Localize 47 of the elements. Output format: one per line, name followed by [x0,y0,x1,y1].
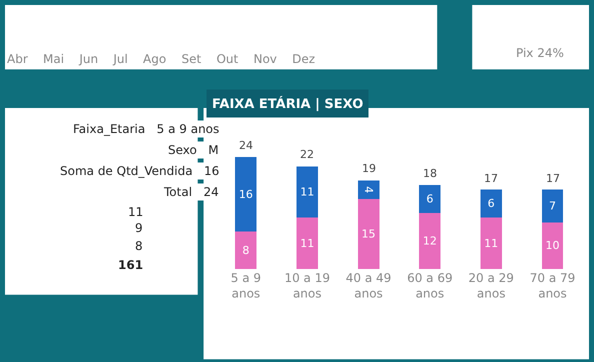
bar [542,222,564,270]
data-label: 10 [546,239,560,252]
data-label: 6 [426,192,434,206]
total-label: 18 [423,167,437,180]
bar [296,166,318,218]
data-label: 7 [549,200,556,213]
bar [542,190,564,222]
text: 9 [135,221,143,235]
bar [419,185,441,214]
bar [235,157,257,232]
chart-title: FAIXA ETÁRIA | SEXO [212,95,364,112]
annotation: Soma de Qtd_Vendida 16 [60,164,220,178]
data-label: 4 [362,186,376,194]
total-label: 17 [546,172,560,185]
x-tick-label: 20 a 29 anos [468,271,514,301]
total-label: 24 [239,139,253,152]
bar [480,190,502,218]
text: Pix 24% [516,46,564,60]
total-label: 22 [300,148,314,161]
total-label: 17 [484,172,498,185]
text: 8 [135,239,143,253]
x-tick-label: 5 a 9 anos [230,271,262,301]
data-label: 11 [300,186,314,199]
annotation: Total 24 [163,185,219,199]
data-label: 16 [238,188,253,201]
bar [358,199,380,270]
data-label: 11 [484,236,498,250]
bar [480,218,502,270]
data-label: 6 [488,197,495,210]
text: Faixa_Etaria 5 a 9 anos [73,122,220,136]
text: Sexo M [168,143,219,157]
data-label: 15 [362,228,376,241]
text: 161 [118,258,144,272]
bar [419,213,441,270]
data-label: 8 [242,244,250,257]
bar [358,180,380,200]
x-tick-label: 70 a 79 anos [530,271,576,301]
bar [296,218,318,270]
data-label: 12 [422,234,437,248]
data-label: 11 [300,236,314,250]
text: Abr Mai Jun Jul Ago Set Out Nov Dez [7,52,316,66]
x-tick-label: 40 a 49 anos [346,271,392,301]
x-tick-label: 10 a 19 anos [284,271,330,301]
text: 11 [128,205,144,219]
x-tick-label: 60 a 69 anos [407,271,453,301]
total-label: 19 [362,162,376,175]
bar [235,232,257,270]
